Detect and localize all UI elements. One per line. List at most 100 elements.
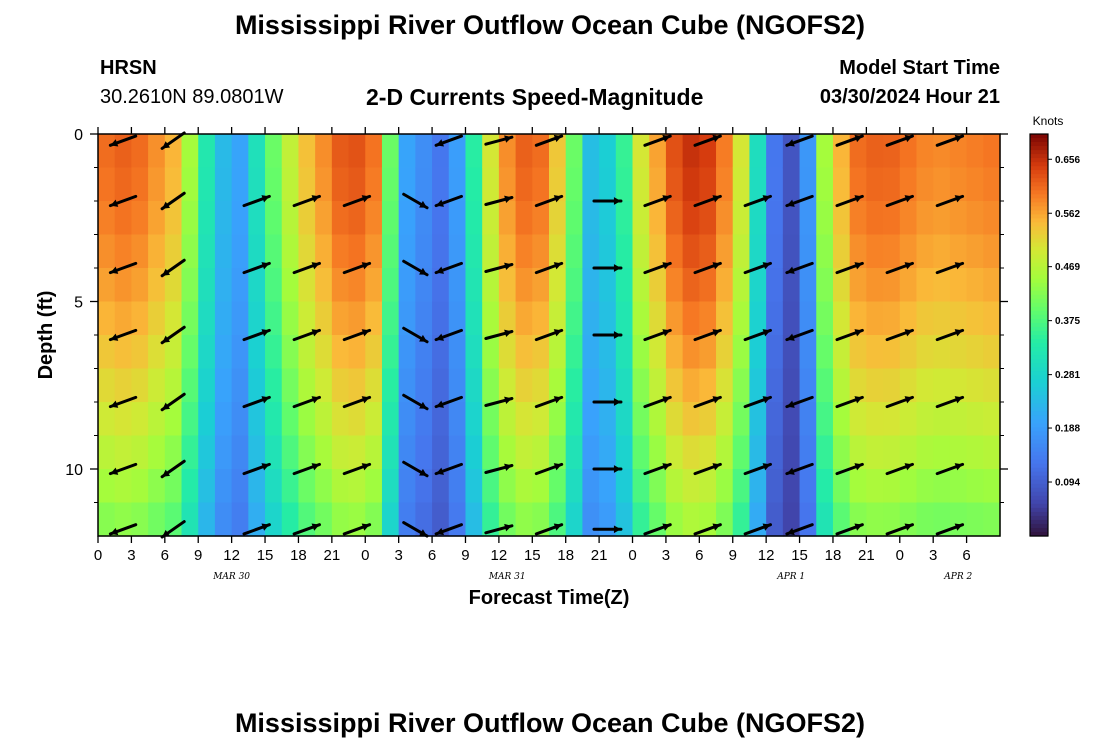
- colorbar-segment: [1030, 290, 1048, 296]
- colorbar-tick-label: 0.188: [1055, 424, 1080, 435]
- heatmap-cell: [983, 134, 1001, 169]
- heatmap-cell: [114, 201, 133, 236]
- heatmap-cell: [348, 134, 366, 169]
- heatmap-cell: [381, 268, 400, 303]
- colorbar-segment: [1030, 310, 1048, 316]
- heatmap-cell: [599, 502, 617, 537]
- heatmap-cell: [532, 268, 550, 303]
- heatmap-cell: [498, 469, 517, 504]
- heatmap-cell: [749, 402, 767, 437]
- current-vector: [108, 462, 138, 476]
- heatmap-cell: [365, 435, 383, 470]
- colorbar-segment: [1030, 475, 1048, 481]
- heatmap-cell: [649, 268, 667, 303]
- colorbar-segment: [1030, 190, 1048, 195]
- heatmap-cell: [899, 301, 918, 336]
- current-vector: [402, 521, 429, 538]
- heatmap-cell: [532, 335, 550, 370]
- heatmap-cell: [198, 134, 216, 169]
- heatmap-cell: [983, 435, 1001, 470]
- current-vector: [160, 459, 186, 479]
- heatmap-cell: [231, 201, 249, 236]
- heatmap-cell: [649, 234, 667, 269]
- heatmap-cell: [465, 435, 483, 470]
- colorbar-segment: [1030, 326, 1048, 332]
- heatmap-cell: [248, 469, 266, 504]
- colorbar-segment: [1030, 134, 1048, 139]
- current-vector: [743, 462, 772, 476]
- heatmap-cell: [98, 469, 116, 504]
- heatmap-cell: [849, 301, 867, 336]
- current-vector: [242, 261, 271, 275]
- heatmap-cell: [899, 435, 918, 470]
- heatmap-cell: [281, 435, 300, 470]
- heatmap-cell: [816, 368, 834, 403]
- heatmap-cell: [198, 268, 216, 303]
- heatmap-cell: [799, 167, 817, 202]
- heatmap-cell: [883, 268, 901, 303]
- heatmap-cell: [148, 335, 166, 370]
- heatmap-cell: [164, 435, 183, 470]
- heatmap-cell: [849, 234, 867, 269]
- heatmap-cell: [916, 368, 934, 403]
- current-vector: [835, 261, 864, 275]
- heatmap-cell: [415, 502, 433, 537]
- heatmap-cell: [198, 234, 216, 269]
- heatmap-cell: [649, 368, 667, 403]
- heatmap-cell: [498, 335, 517, 370]
- colorbar-segment: [1030, 375, 1048, 380]
- heatmap-cell: [632, 167, 650, 202]
- heatmap-cell: [565, 167, 584, 202]
- heatmap-cell: [916, 134, 934, 169]
- heatmap-cell: [883, 301, 901, 336]
- heatmap-cell: [832, 435, 851, 470]
- heatmap-cell: [231, 435, 249, 470]
- current-vector: [835, 134, 864, 147]
- current-vector: [885, 328, 914, 342]
- heatmap-cell: [432, 435, 450, 470]
- heatmap-cell: [248, 167, 266, 202]
- heatmap-cell: [532, 201, 550, 236]
- heatmap-cell: [832, 368, 851, 403]
- heatmap-cell: [883, 201, 901, 236]
- heatmap-cell: [766, 301, 784, 336]
- current-vector: [643, 462, 672, 476]
- heatmap-cell: [849, 435, 867, 470]
- heatmap-cell: [498, 134, 517, 169]
- heatmap-cell: [832, 335, 851, 370]
- heatmap-cell: [298, 134, 316, 169]
- colorbar-segment: [1030, 347, 1048, 352]
- heatmap-cell: [866, 502, 884, 537]
- colorbar-segment: [1030, 158, 1048, 163]
- heatmap-cell: [298, 167, 316, 202]
- current-vector: [292, 523, 321, 536]
- heatmap-cell: [164, 234, 183, 269]
- current-vector: [108, 134, 138, 147]
- current-vector: [484, 262, 514, 273]
- current-vector: [885, 462, 914, 476]
- heatmap-cell: [615, 167, 634, 202]
- heatmap-cell: [164, 268, 183, 303]
- colorbar-segment: [1030, 379, 1048, 384]
- current-vector: [785, 462, 814, 476]
- heatmap-cell: [966, 402, 984, 437]
- heatmap-cell: [98, 502, 116, 537]
- heatmap-cell: [448, 368, 467, 403]
- colorbar-segment: [1030, 194, 1048, 199]
- heatmap-cell: [632, 134, 650, 169]
- heatmap-cell: [281, 402, 300, 437]
- heatmap-cell: [532, 134, 550, 169]
- current-vector: [743, 194, 772, 208]
- heatmap-cell: [98, 368, 116, 403]
- colorbar-segment: [1030, 214, 1048, 220]
- heatmap-cell: [816, 234, 834, 269]
- heatmap-cell: [365, 335, 383, 370]
- current-vector: [885, 261, 914, 275]
- colorbar-segment: [1030, 242, 1048, 248]
- colorbar-segment: [1030, 479, 1048, 485]
- current-vector: [935, 328, 965, 342]
- heatmap-cell: [732, 469, 751, 504]
- heatmap-cell: [949, 201, 968, 236]
- heatmap-cell: [883, 134, 901, 169]
- heatmap-cell: [549, 469, 567, 504]
